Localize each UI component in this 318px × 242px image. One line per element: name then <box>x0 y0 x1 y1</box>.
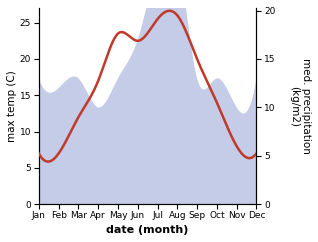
X-axis label: date (month): date (month) <box>107 225 189 235</box>
Y-axis label: med. precipitation
(kg/m2): med. precipitation (kg/m2) <box>289 58 311 154</box>
Y-axis label: max temp (C): max temp (C) <box>7 70 17 142</box>
